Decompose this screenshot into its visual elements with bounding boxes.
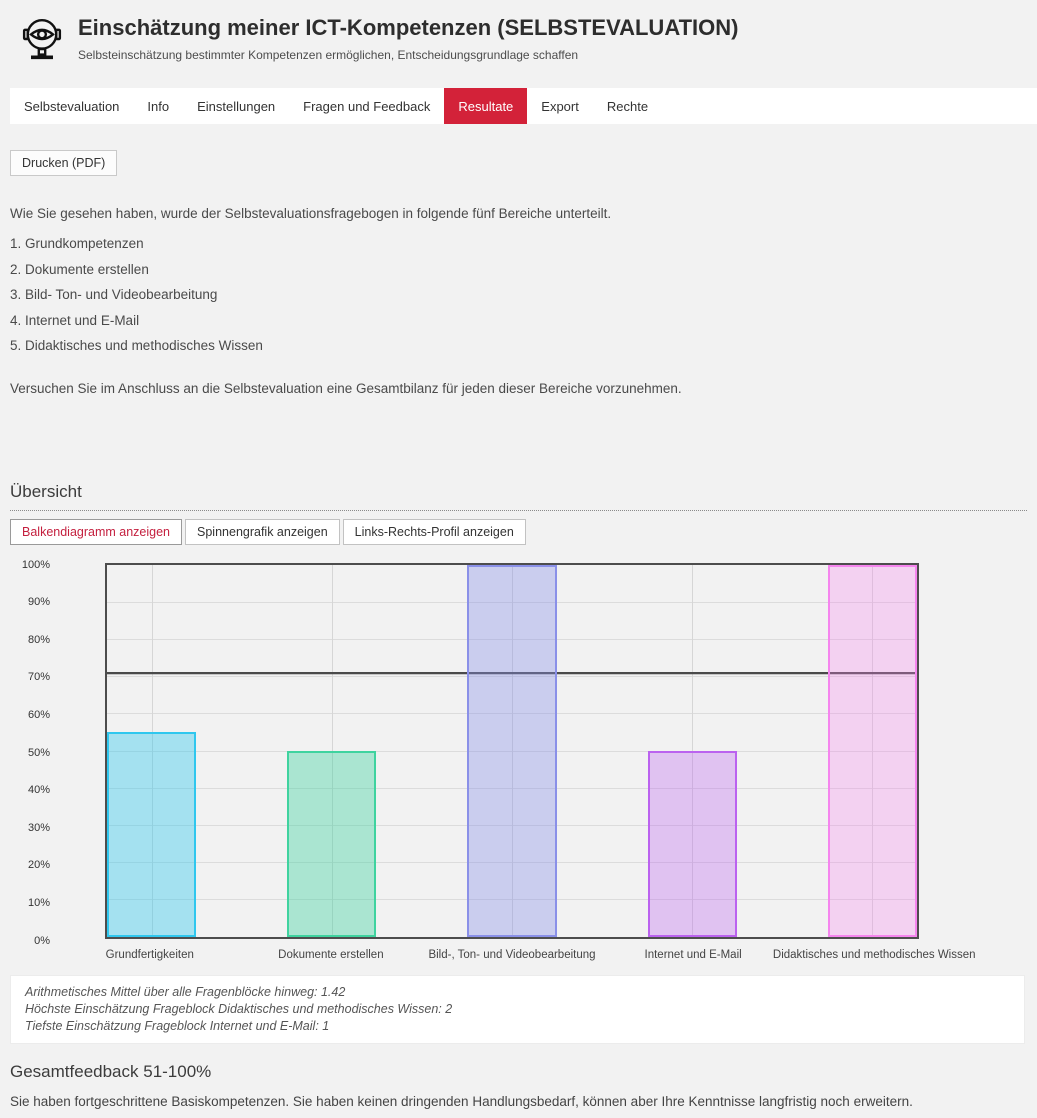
- y-axis-label: 10%: [27, 896, 50, 909]
- y-axis-label: 60%: [27, 708, 50, 721]
- chart-bar-grundfertigkeiten: [107, 731, 197, 937]
- feedback-section: Gesamtfeedback 51-100% Sie haben fortges…: [10, 1062, 1025, 1109]
- y-axis-label: 70%: [27, 671, 50, 684]
- intro-list-item: 5. Didaktisches und methodisches Wissen: [10, 338, 263, 353]
- app-header: Einschätzung meiner ICT-Kompetenzen (SEL…: [0, 0, 1037, 88]
- chart-view-buttons: Balkendiagramm anzeigen Spinnengrafik anz…: [10, 518, 1027, 545]
- intro-list-item: 3. Bild- Ton- und Videobearbeitung: [10, 287, 218, 302]
- x-axis-label: Grundfertigkeiten: [105, 948, 194, 961]
- print-pdf-button[interactable]: Drucken (PDF): [10, 150, 118, 176]
- page-subtitle: Selbsteinschätzung bestimmter Kompetenze…: [78, 48, 579, 62]
- y-axis-label: 40%: [27, 784, 50, 797]
- intro-lead: Wie Sie gesehen haben, wurde der Selbste…: [10, 206, 612, 221]
- x-axis-label: Dokumente erstellen: [278, 948, 384, 961]
- y-axis-label: 30%: [27, 821, 50, 834]
- feedback-heading: Gesamtfeedback 51-100%: [10, 1061, 212, 1081]
- section-title-uebersicht: Übersicht: [10, 482, 1027, 511]
- spinnengrafik-anzeigen-button[interactable]: Spinnengrafik anzeigen: [185, 518, 340, 545]
- gridline-vertical: [151, 564, 153, 937]
- intro-list-item: 1. Grundkompetenzen: [10, 236, 144, 251]
- tab-export[interactable]: Export: [541, 98, 579, 114]
- eye-mirror-icon: [20, 14, 64, 64]
- bar-chart: 100% 90% 80% 70% 60% 50% 40% 30% 20% 10% 0% Grundf…: [10, 559, 1027, 967]
- gridline-vertical: [872, 564, 874, 937]
- y-axis-label: 20%: [27, 859, 50, 872]
- tab-einstellungen[interactable]: Einstellungen: [197, 98, 276, 114]
- y-axis-label: 100%: [21, 558, 50, 571]
- links-rechts-profil-anzeigen-button[interactable]: Links-Rechts-Profil anzeigen: [342, 518, 526, 545]
- y-axis-label: 90%: [27, 596, 50, 609]
- balkendiagramm-anzeigen-button[interactable]: Balkendiagramm anzeigen: [10, 518, 183, 545]
- tab-info[interactable]: Info: [147, 98, 170, 114]
- threshold-line: [107, 672, 917, 675]
- page-title: Einschätzung meiner ICT-Kompetenzen (SEL…: [78, 15, 739, 40]
- chart-summary-box: Arithmetisches Mittel über alle Fragenbl…: [10, 974, 1025, 1044]
- y-axis-label: 50%: [27, 746, 50, 759]
- chart-bar-bild-ton-und-videobearbeitung: [467, 564, 557, 937]
- intro-section: Wie Sie gesehen haben, wurde der Selbste…: [10, 206, 1025, 396]
- chart-summary-line: Tiefste Einschätzung Frageblock Internet…: [25, 1018, 330, 1033]
- header-text: Einschätzung meiner ICT-Kompetenzen (SEL…: [78, 12, 738, 88]
- intro-list: 1. Grundkompetenzen 2. Dokumente erstelle…: [10, 231, 1025, 359]
- y-axis-label: 0%: [34, 934, 50, 947]
- chart-bar-didaktisches-und-methodisches-wissen: [827, 564, 917, 937]
- main-nav: Selbstevaluation Info Einstellungen Fragen …: [10, 88, 1037, 124]
- intro-closing: Versuchen Sie im Anschluss an die Selbst…: [10, 380, 682, 396]
- x-axis-label: Bild-, Ton- und Videobearbeitung: [428, 948, 596, 961]
- chart-summary-line: Höchste Einschätzung Frageblock Didaktis…: [25, 1001, 453, 1016]
- intro-list-item: 4. Internet und E-Mail: [10, 312, 140, 328]
- chart-plot-area: [105, 562, 919, 939]
- y-axis: 100% 90% 80% 70% 60% 50% 40% 30% 20% 10% 0%: [18, 559, 50, 947]
- x-axis: Grundfertigkeiten Dokumente erstellen Bild…: [105, 948, 976, 967]
- tab-fragen-und-feedback[interactable]: Fragen und Feedback: [303, 98, 431, 114]
- y-axis-label: 80%: [27, 633, 50, 646]
- x-axis-label: Internet und E-Mail: [644, 948, 742, 961]
- feedback-text: Sie haben fortgeschrittene Basiskompeten…: [10, 1093, 913, 1109]
- overview-section: Übersicht Balkendiagramm anzeigen Spinnen…: [10, 482, 1027, 967]
- tab-rechte[interactable]: Rechte: [606, 98, 649, 114]
- gridline-vertical: [512, 564, 513, 937]
- intro-list-item: 2. Dokumente erstellen: [10, 261, 149, 277]
- tab-selbstevaluation[interactable]: Selbstevaluation: [24, 98, 120, 114]
- chart-bar-internet-und-e-mail: [647, 750, 737, 937]
- x-axis-label: Didaktisches und methodisches Wissen: [772, 948, 976, 961]
- chart-bar-dokumente-erstellen: [287, 750, 377, 937]
- tab-resultate[interactable]: Resultate: [444, 88, 528, 124]
- chart-summary-line: Arithmetisches Mittel über alle Fragenbl…: [25, 984, 346, 999]
